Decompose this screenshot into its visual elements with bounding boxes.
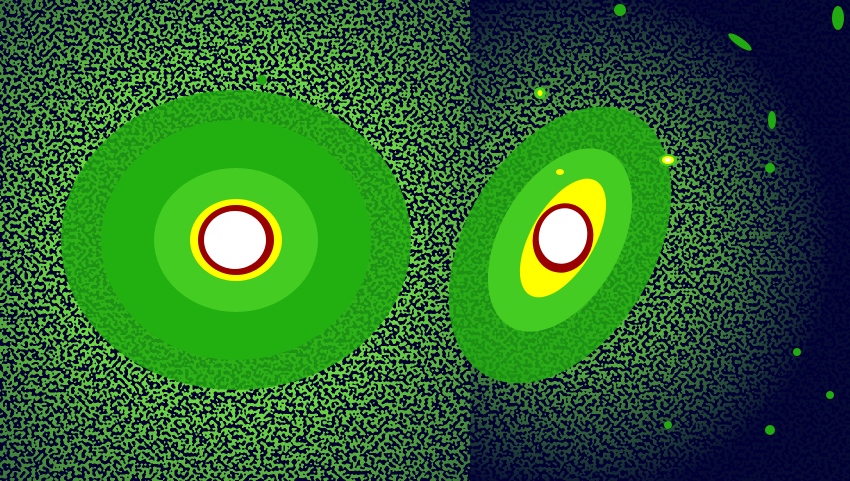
right-galaxy [448,87,677,384]
left-galaxy [61,90,411,390]
stars [257,4,844,435]
